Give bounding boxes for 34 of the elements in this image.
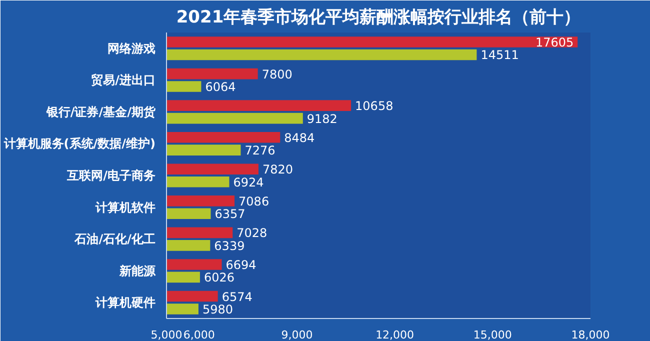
data-label: 8484 xyxy=(284,130,315,145)
data-label: 14511 xyxy=(480,48,519,62)
x-tick-label: 6,000 xyxy=(183,328,215,341)
data-label: 7276 xyxy=(244,144,276,158)
data-label: 17605 xyxy=(535,36,574,50)
y-tick-label: 新能源 xyxy=(118,264,156,278)
data-label: 7028 xyxy=(236,226,268,240)
data-label: 6064 xyxy=(205,80,236,94)
x-tick-label: 12,000 xyxy=(376,328,414,341)
data-label: 6694 xyxy=(226,258,256,272)
y-tick-label: 互联网/电子商务 xyxy=(66,168,156,182)
data-label: 6924 xyxy=(233,175,264,190)
data-label: 5980 xyxy=(202,302,234,316)
x-tick-label: 18,000 xyxy=(571,328,610,341)
data-label: 6574 xyxy=(222,290,252,304)
data-label: 6357 xyxy=(214,207,246,222)
data-label: 9182 xyxy=(306,112,338,126)
data-label: 6026 xyxy=(204,270,235,285)
y-tick-label: 银行/证券/基金/期货 xyxy=(45,104,156,119)
data-label: 7800 xyxy=(262,67,292,82)
data-label: 7086 xyxy=(238,194,270,208)
chart-title: 2021年春季市场化平均薪酬涨幅按行业排名（前十） xyxy=(176,8,581,28)
x-tick-label: 9,000 xyxy=(281,328,313,341)
y-tick-label: 计算机服务(系统/数据/维护) xyxy=(2,136,156,151)
y-tick-label: 贸易/进出口 xyxy=(91,73,156,88)
data-label: 10658 xyxy=(355,99,394,114)
y-tick-label: 计算机软件 xyxy=(94,200,156,214)
x-tick-label: 15,000 xyxy=(473,328,512,341)
data-label: 7820 xyxy=(262,162,294,177)
y-tick-label: 网络游戏 xyxy=(108,41,156,56)
x-tick-label: 5,000 xyxy=(150,328,182,341)
y-tick-label: 计算机硬件 xyxy=(94,296,156,310)
y-tick-label: 石油/石化/化工 xyxy=(74,232,156,246)
data-label: 6339 xyxy=(214,238,245,253)
